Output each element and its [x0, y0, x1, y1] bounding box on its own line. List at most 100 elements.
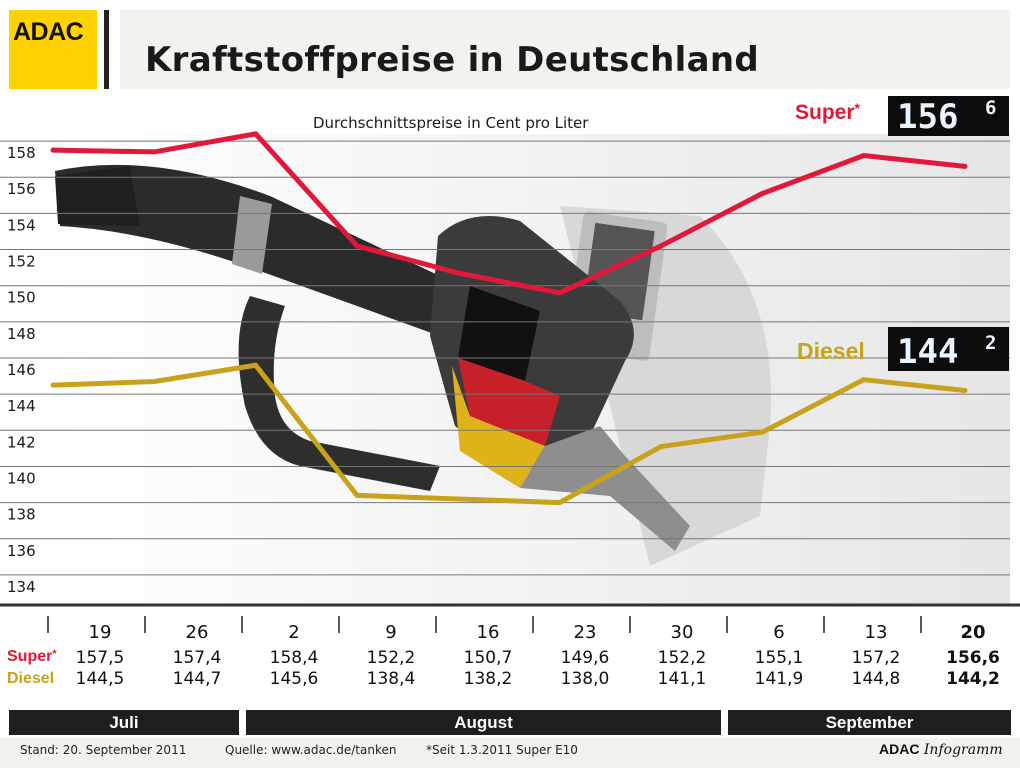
value-table: 157,5144,5157,4144,7158,4145,6152,2138,4… [76, 648, 1000, 689]
data-point-diesel [962, 388, 968, 394]
data-point-diesel [253, 362, 259, 368]
legend-super: Super* [795, 100, 861, 124]
data-point-diesel [455, 496, 461, 502]
data-label-diesel: 144,7 [173, 669, 222, 689]
footer-source: Quelle: www.adac.de/tanken [225, 743, 397, 757]
data-point-super [861, 153, 867, 159]
data-point-diesel [557, 500, 563, 506]
x-tick-label: 6 [773, 622, 784, 643]
y-axis-ticks: 158 156 154 152 150 148 146 144 142 140 138 136 134 [7, 144, 36, 596]
data-label-super: 155,1 [755, 648, 804, 668]
super-price-display [888, 96, 1009, 136]
legend-diesel: Diesel [797, 338, 865, 364]
data-point-super [455, 270, 461, 276]
data-label-diesel: 138,4 [367, 669, 416, 689]
x-tick-label: 2 [288, 622, 299, 643]
data-label-diesel: 144,5 [76, 669, 125, 689]
x-tick-label: 26 [186, 622, 209, 643]
month-september: September [728, 710, 1011, 735]
super-display-decimal: 6 [985, 97, 996, 119]
y-tick-label: 154 [7, 216, 36, 234]
y-tick-label: 140 [7, 469, 36, 487]
series-lines [50, 131, 968, 506]
data-label-super: 157,2 [852, 648, 901, 668]
data-point-super [557, 290, 563, 296]
x-tick-label: 23 [574, 622, 597, 643]
diesel-display-value: 144 [897, 332, 958, 372]
data-label-diesel: 141,9 [755, 669, 804, 689]
data-point-super [759, 191, 765, 196]
data-point-super [962, 163, 968, 169]
y-tick-label: 158 [7, 144, 36, 162]
data-label-diesel: 138,0 [561, 669, 610, 689]
data-point-diesel [658, 444, 664, 450]
y-tick-label: 148 [7, 325, 36, 343]
y-tick-label: 134 [7, 578, 36, 596]
x-axis-labels: 19 26 2 9 16 23 30 6 13 20 [47, 616, 986, 643]
y-tick-label: 138 [7, 506, 36, 524]
x-tick-label: 9 [385, 622, 396, 643]
x-tick-label: 30 [671, 622, 694, 643]
adac-logo: ADAC [9, 10, 97, 89]
brand-adac: ADAC [879, 741, 920, 757]
data-label-diesel: 138,2 [464, 669, 513, 689]
x-tick-label: 19 [89, 622, 112, 643]
y-tick-label: 136 [7, 542, 36, 560]
row-label-super-text: Super [7, 648, 52, 665]
y-tick-label: 144 [7, 397, 36, 415]
data-point-diesel [861, 377, 867, 383]
row-label-super: Super* [7, 648, 57, 665]
data-label-super: 158,4 [270, 648, 319, 668]
data-label-super: 152,2 [367, 648, 416, 668]
brand-infogramm: Infogramm [923, 742, 1003, 758]
data-point-diesel [151, 379, 157, 384]
data-label-super: 150,7 [464, 648, 513, 668]
x-tick-label: 13 [865, 622, 888, 643]
y-tick-label: 142 [7, 433, 36, 451]
data-point-super [253, 131, 259, 137]
data-label-diesel: 144,2 [946, 669, 1000, 689]
data-label-super: 157,4 [173, 648, 222, 668]
y-tick-label: 152 [7, 253, 36, 271]
month-juli: Juli [9, 710, 239, 735]
data-label-super: 149,6 [561, 648, 610, 668]
series-line-super [52, 131, 966, 296]
data-label-diesel: 145,6 [270, 669, 319, 689]
footer-note: *Seit 1.3.2011 Super E10 [426, 743, 578, 757]
page-title: Kraftstoffpreise in Deutschland [145, 40, 759, 80]
legend-super-label: Super [795, 101, 855, 124]
data-label-diesel: 144,8 [852, 669, 901, 689]
diesel-display-decimal: 2 [985, 332, 996, 354]
super-display-value: 156 [897, 97, 958, 137]
chart-subtitle: Durchschnittspreise in Cent pro Liter [313, 114, 589, 132]
x-tick-label: 16 [477, 622, 500, 643]
footer-stand: Stand: 20. September 2011 [20, 743, 187, 757]
header-divider [104, 10, 109, 89]
data-label-super: 152,2 [658, 648, 707, 668]
data-point-diesel [354, 492, 360, 498]
data-point-super [151, 149, 157, 155]
footer-brand: ADAC Infogramm [879, 741, 1003, 758]
y-tick-label: 146 [7, 361, 36, 379]
row-label-diesel: Diesel [7, 670, 54, 687]
legend-super-marker: * [855, 100, 861, 116]
data-point-diesel [759, 429, 765, 435]
title-band: Kraftstoffpreise in Deutschland [120, 10, 1010, 89]
data-point-diesel [50, 382, 56, 388]
row-label-super-marker: * [52, 648, 57, 660]
y-tick-label: 156 [7, 180, 36, 198]
logo-text: ADAC [13, 18, 84, 46]
x-tick-label: 20 [960, 622, 985, 643]
data-label-super: 156,6 [946, 648, 1000, 668]
diesel-price-display [888, 327, 1009, 371]
data-point-super [658, 243, 664, 249]
data-label-diesel: 141,1 [658, 669, 707, 689]
fuel-price-chart: 158156154152150148146144142140138136134 … [0, 96, 1020, 689]
data-label-super: 157,5 [76, 648, 125, 668]
month-august: August [246, 710, 721, 735]
data-point-super [354, 243, 360, 249]
y-tick-label: 150 [7, 289, 36, 307]
footer [0, 738, 1020, 768]
data-point-super [50, 147, 56, 153]
